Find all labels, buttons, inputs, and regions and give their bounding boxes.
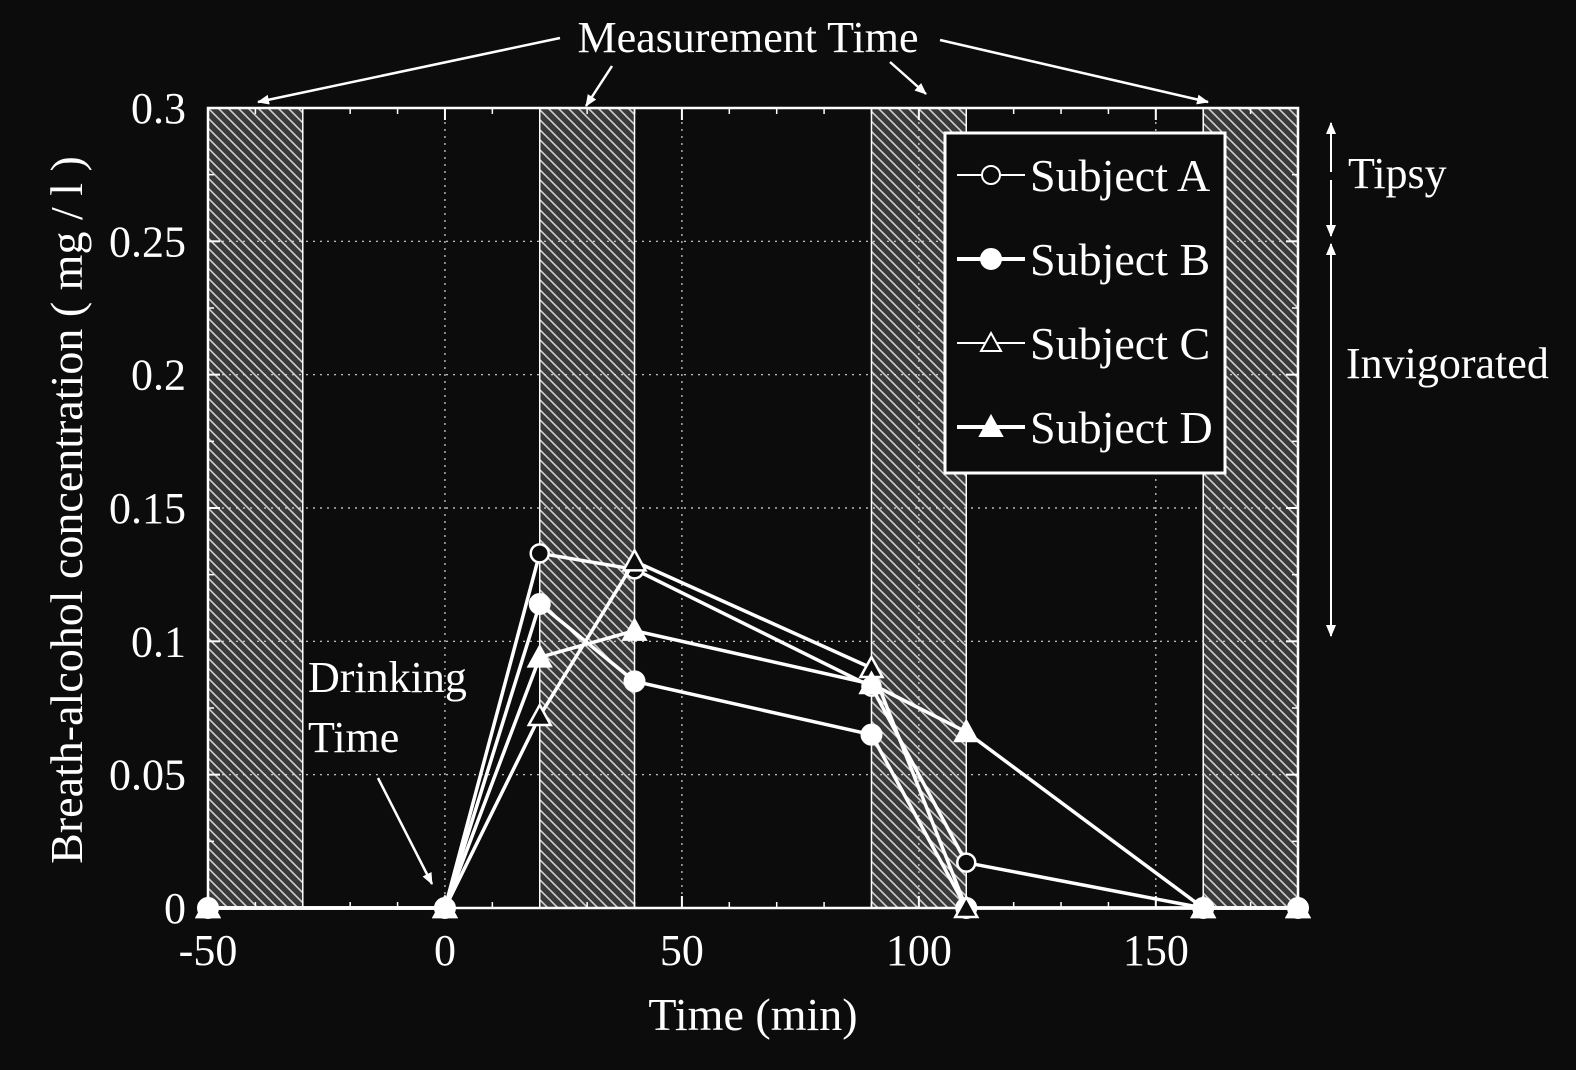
y-tick-label: 0.15 [109,484,186,533]
point-subject-d [621,617,648,641]
legend-entry-c: Subject C [957,318,1210,369]
x-tick-label: 0 [434,926,456,975]
series-line-subject-d [208,628,1298,910]
range-annotations: Tipsy Invigorated [1326,122,1549,637]
series-layer [194,543,1312,919]
measurement-arrow-2 [584,65,614,107]
drinking-time-annotation: Drinking Time [308,653,467,885]
y-tick-label: 0.3 [131,84,186,133]
point-subject-c [953,894,980,919]
measurement-time-label: Measurement Time [578,13,919,62]
legend-marker-c [979,330,1003,352]
x-axis-label: Time (min) [648,989,857,1040]
series-line-subject-c [208,559,1298,910]
drinking-time-arrow [376,777,434,885]
legend-label-b: Subject B [1030,234,1210,285]
series-line-subject-a [208,551,1298,910]
measurement-arrow-1 [257,36,561,105]
point-subject-b [528,593,551,615]
point-subject-d [858,670,885,695]
point-subject-d [431,894,459,919]
series-subject-d [194,617,1312,919]
legend-entry-d: Subject D [957,402,1213,453]
x-tick-label: 150 [1123,926,1189,975]
x-tick-label: -50 [179,926,238,975]
point-subject-d [953,718,980,743]
x-tick-label: 50 [660,926,704,975]
point-subject-a [956,852,977,873]
legend-entry-a: Subject A [957,150,1210,201]
y-tick-label: 0.1 [131,617,186,666]
point-subject-b [623,670,646,693]
point-subject-d [1190,894,1217,919]
measurement-arrow-4 [939,38,1209,105]
point-subject-c [526,702,553,727]
y-tick-label: 0 [164,884,186,933]
invigorated-label: Invigorated [1346,339,1549,388]
y-tick-label: 0.25 [109,217,186,266]
legend-label-a: Subject A [1030,150,1210,201]
point-subject-d [526,643,553,668]
tipsy-label: Tipsy [1348,149,1447,198]
legend-marker-d [978,413,1004,437]
y-tick-label: 0.2 [131,351,186,400]
drinking-time-label-line1: Drinking [308,653,467,702]
y-tick-label: 0.05 [109,751,186,800]
legend-marker-b [980,248,1002,270]
drinking-time-label-line2: Time [308,713,399,762]
y-axis-label: Breath-alcohol concentration ( mg / l ) [41,156,92,864]
measurement-arrow-3 [889,61,927,95]
legend: Subject A Subject B Subject C Subject D [943,131,1227,475]
x-tick-label: 100 [886,926,952,975]
legend-label-d: Subject D [1030,402,1213,453]
legend-label-c: Subject C [1030,318,1210,369]
point-subject-a [529,543,550,564]
legend-entry-b: Subject B [957,234,1210,285]
point-subject-b [860,723,883,746]
measurement-time-annotation: Measurement Time [257,13,1209,107]
point-subject-d [1284,894,1312,919]
point-subject-c [621,547,648,572]
legend-marker-a [981,165,1001,185]
point-subject-d [194,894,222,919]
